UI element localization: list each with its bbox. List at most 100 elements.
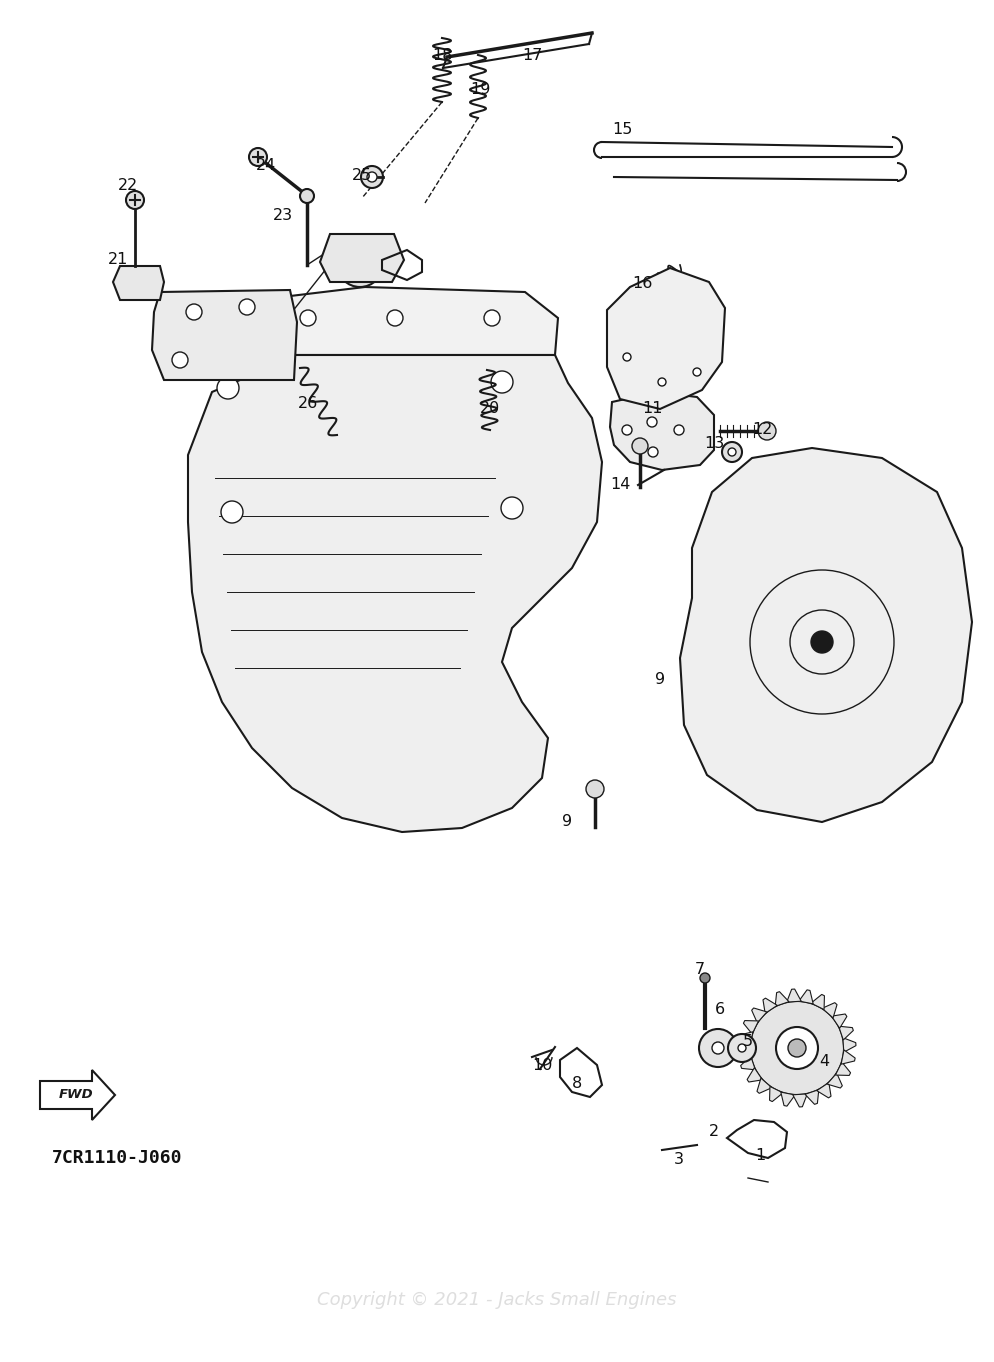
Text: JACK'S: JACK'S bbox=[335, 612, 488, 652]
Polygon shape bbox=[738, 1043, 750, 1058]
Text: 6: 6 bbox=[715, 1002, 725, 1017]
Polygon shape bbox=[780, 1092, 794, 1106]
Text: 16: 16 bbox=[631, 275, 651, 290]
Circle shape bbox=[483, 311, 500, 326]
Polygon shape bbox=[840, 1050, 854, 1064]
Circle shape bbox=[631, 439, 647, 454]
Polygon shape bbox=[740, 1056, 754, 1069]
Polygon shape bbox=[792, 1094, 806, 1107]
Polygon shape bbox=[804, 1090, 818, 1105]
Polygon shape bbox=[821, 1002, 836, 1017]
Text: 21: 21 bbox=[107, 252, 128, 267]
Text: 11: 11 bbox=[641, 402, 662, 417]
Text: 25: 25 bbox=[352, 168, 372, 183]
Polygon shape bbox=[842, 1038, 855, 1053]
Circle shape bbox=[248, 148, 266, 166]
Polygon shape bbox=[762, 998, 776, 1013]
Circle shape bbox=[673, 425, 683, 434]
Polygon shape bbox=[152, 290, 296, 380]
Text: 7CR1110-J060: 7CR1110-J060 bbox=[52, 1150, 182, 1167]
Polygon shape bbox=[113, 266, 164, 300]
Text: 4: 4 bbox=[818, 1054, 828, 1069]
Circle shape bbox=[728, 1034, 755, 1062]
Circle shape bbox=[712, 1042, 724, 1054]
Polygon shape bbox=[786, 989, 800, 1002]
Circle shape bbox=[722, 443, 742, 462]
Polygon shape bbox=[768, 1087, 782, 1102]
Polygon shape bbox=[609, 392, 714, 470]
Polygon shape bbox=[188, 355, 601, 832]
Text: SMALL: SMALL bbox=[349, 655, 474, 689]
Circle shape bbox=[728, 448, 736, 456]
Text: 18: 18 bbox=[431, 48, 452, 63]
Circle shape bbox=[621, 425, 631, 434]
Circle shape bbox=[810, 631, 832, 652]
Circle shape bbox=[221, 501, 243, 523]
Circle shape bbox=[700, 972, 710, 983]
Circle shape bbox=[300, 311, 316, 326]
Polygon shape bbox=[810, 994, 824, 1009]
Circle shape bbox=[350, 253, 370, 274]
Circle shape bbox=[622, 353, 630, 361]
Text: 1: 1 bbox=[754, 1148, 764, 1163]
Circle shape bbox=[657, 379, 665, 385]
Polygon shape bbox=[774, 992, 788, 1007]
Text: 10: 10 bbox=[531, 1057, 552, 1072]
Circle shape bbox=[217, 377, 239, 399]
Text: ENGINES: ENGINES bbox=[340, 695, 483, 722]
Text: Copyright © 2021 - Jacks Small Engines: Copyright © 2021 - Jacks Small Engines bbox=[317, 1291, 676, 1309]
Circle shape bbox=[749, 1001, 843, 1095]
Polygon shape bbox=[679, 448, 971, 823]
Text: FWD: FWD bbox=[59, 1088, 93, 1102]
Circle shape bbox=[490, 370, 513, 394]
Polygon shape bbox=[750, 1008, 766, 1023]
Circle shape bbox=[757, 422, 775, 440]
Polygon shape bbox=[826, 1073, 842, 1088]
Polygon shape bbox=[746, 1068, 761, 1081]
Text: 7: 7 bbox=[694, 963, 705, 978]
Polygon shape bbox=[838, 1026, 853, 1041]
Circle shape bbox=[126, 191, 144, 208]
Text: 15: 15 bbox=[611, 123, 631, 138]
Polygon shape bbox=[320, 234, 404, 282]
Text: 14: 14 bbox=[609, 478, 629, 493]
Text: 23: 23 bbox=[272, 207, 293, 222]
Text: 12: 12 bbox=[751, 422, 771, 437]
Text: 8: 8 bbox=[572, 1076, 581, 1091]
Polygon shape bbox=[606, 268, 725, 409]
Polygon shape bbox=[756, 1079, 771, 1094]
Circle shape bbox=[172, 351, 188, 368]
Text: 5: 5 bbox=[743, 1035, 752, 1050]
Polygon shape bbox=[831, 1013, 846, 1028]
Text: 19: 19 bbox=[469, 83, 490, 98]
Circle shape bbox=[501, 497, 523, 519]
Polygon shape bbox=[743, 1020, 757, 1034]
Text: 2: 2 bbox=[708, 1125, 719, 1140]
Polygon shape bbox=[798, 990, 812, 1004]
Circle shape bbox=[646, 417, 656, 428]
Text: 9: 9 bbox=[562, 814, 572, 829]
Text: 13: 13 bbox=[703, 436, 724, 451]
Circle shape bbox=[387, 311, 403, 326]
Circle shape bbox=[787, 1039, 805, 1057]
Circle shape bbox=[361, 166, 383, 188]
Circle shape bbox=[692, 368, 701, 376]
Circle shape bbox=[738, 1045, 746, 1051]
Circle shape bbox=[699, 1030, 737, 1066]
Text: 20: 20 bbox=[479, 402, 500, 417]
Polygon shape bbox=[739, 1032, 752, 1046]
Text: 3: 3 bbox=[673, 1151, 683, 1166]
Circle shape bbox=[367, 172, 377, 183]
Polygon shape bbox=[816, 1083, 830, 1098]
Polygon shape bbox=[264, 287, 558, 355]
Circle shape bbox=[647, 447, 657, 458]
Text: 17: 17 bbox=[521, 48, 542, 63]
Polygon shape bbox=[835, 1062, 850, 1076]
Circle shape bbox=[337, 241, 383, 287]
Circle shape bbox=[239, 300, 254, 315]
Circle shape bbox=[775, 1027, 817, 1069]
Text: 24: 24 bbox=[255, 158, 276, 173]
Circle shape bbox=[300, 189, 314, 203]
Text: 22: 22 bbox=[117, 177, 138, 192]
Circle shape bbox=[585, 780, 603, 798]
